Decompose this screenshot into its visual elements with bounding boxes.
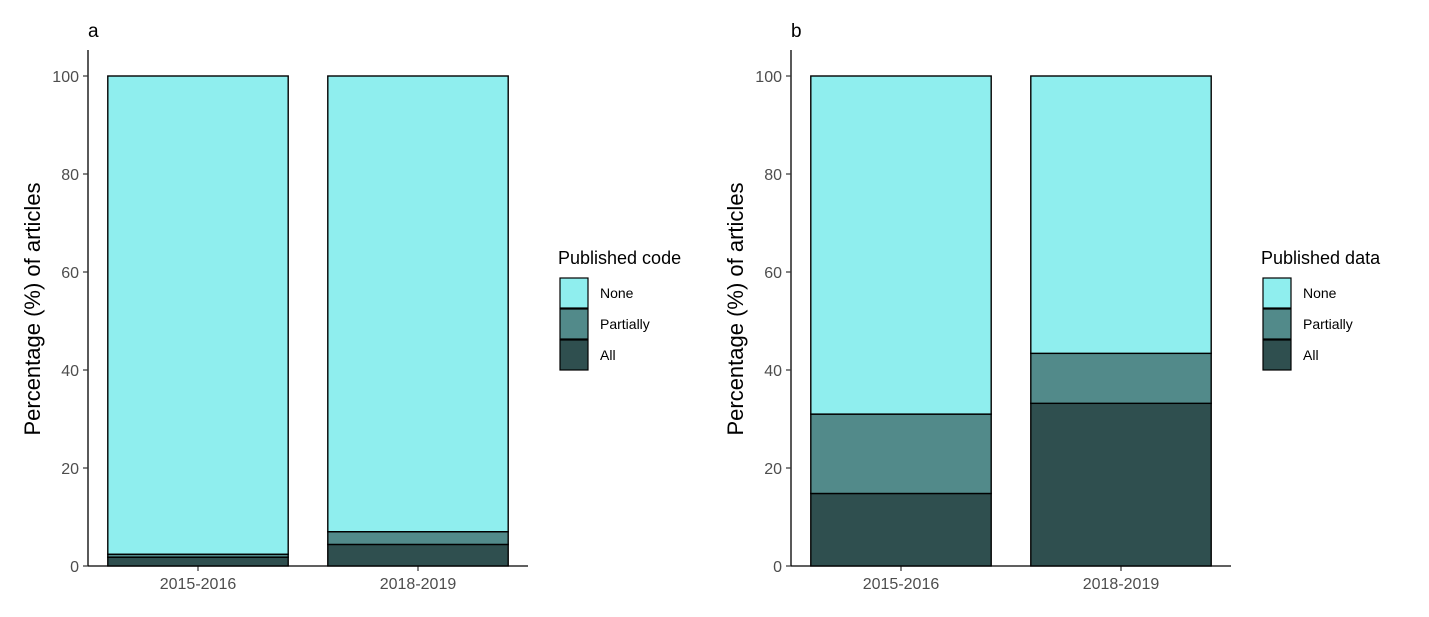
- y-tick-label: 40: [764, 363, 782, 380]
- chart-a-svg: a Percentage (%) of articles 0 20 40 60 80 10…: [20, 21, 681, 593]
- bars: [810, 75, 1212, 567]
- bar-segment-partially: [1030, 352, 1212, 405]
- chart-b-svg: b Percentage (%) of articles 0 20 40 60 80 10…: [723, 21, 1381, 593]
- legend-key-none: [1262, 277, 1292, 309]
- panel-label: a: [88, 21, 99, 42]
- y-tick-label: 80: [764, 167, 782, 184]
- legend-title: Published data: [1261, 248, 1381, 268]
- legend-key-all: [1262, 339, 1292, 371]
- legend-label: All: [600, 347, 616, 363]
- y-tick-label: 0: [70, 559, 79, 576]
- bar-segment-all: [107, 556, 289, 567]
- y-tick-label: 60: [764, 265, 782, 282]
- legend-label: Partially: [600, 316, 650, 332]
- bar-segment-partially: [810, 413, 992, 495]
- bar-segment-all: [327, 543, 509, 567]
- y-tick-label: 20: [61, 461, 79, 478]
- bar-segment-none: [107, 75, 289, 555]
- axes: 0 20 40 60 80 100 2015-2016 2018-2019: [52, 50, 528, 593]
- y-tick-label: 100: [755, 69, 782, 86]
- bar-segment-partially: [327, 531, 509, 546]
- y-tick-label: 0: [773, 559, 782, 576]
- x-tick-label: 2018-2019: [380, 576, 457, 593]
- legend: Published code None Partially All: [558, 248, 681, 371]
- bar-segment-all: [810, 492, 992, 567]
- legend-key-partially: [559, 308, 589, 340]
- y-tick-label: 100: [52, 69, 79, 86]
- legend-label: None: [600, 285, 634, 301]
- panel-b: b Percentage (%) of articles 0 20 40 60 80 10…: [703, 0, 1417, 612]
- x-tick-label: 2015-2016: [863, 576, 940, 593]
- y-tick-label: 60: [61, 265, 79, 282]
- legend-title: Published code: [558, 248, 681, 268]
- legend-label: All: [1303, 347, 1319, 363]
- panel-label: b: [791, 21, 802, 42]
- bar-segment-none: [810, 75, 992, 415]
- legend-key-partially: [1262, 308, 1292, 340]
- bar-segment-none: [327, 75, 509, 533]
- x-tick-label: 2015-2016: [160, 576, 237, 593]
- y-tick-label: 20: [764, 461, 782, 478]
- x-tick-label: 2018-2019: [1083, 576, 1160, 593]
- y-axis-label: Percentage (%) of articles: [20, 182, 45, 435]
- bar-segment-all: [1030, 402, 1212, 567]
- y-tick-label: 40: [61, 363, 79, 380]
- y-tick-label: 80: [61, 167, 79, 184]
- legend-label: None: [1303, 285, 1337, 301]
- legend: Published data None Partially All: [1261, 248, 1381, 371]
- panel-a: a Percentage (%) of articles 0 20 40 60 80 10…: [0, 0, 714, 612]
- bar-segment-none: [1030, 75, 1212, 355]
- legend-key-all: [559, 339, 589, 371]
- legend-key-none: [559, 277, 589, 309]
- y-axis-label: Percentage (%) of articles: [723, 182, 748, 435]
- legend-label: Partially: [1303, 316, 1353, 332]
- bars: [107, 75, 509, 567]
